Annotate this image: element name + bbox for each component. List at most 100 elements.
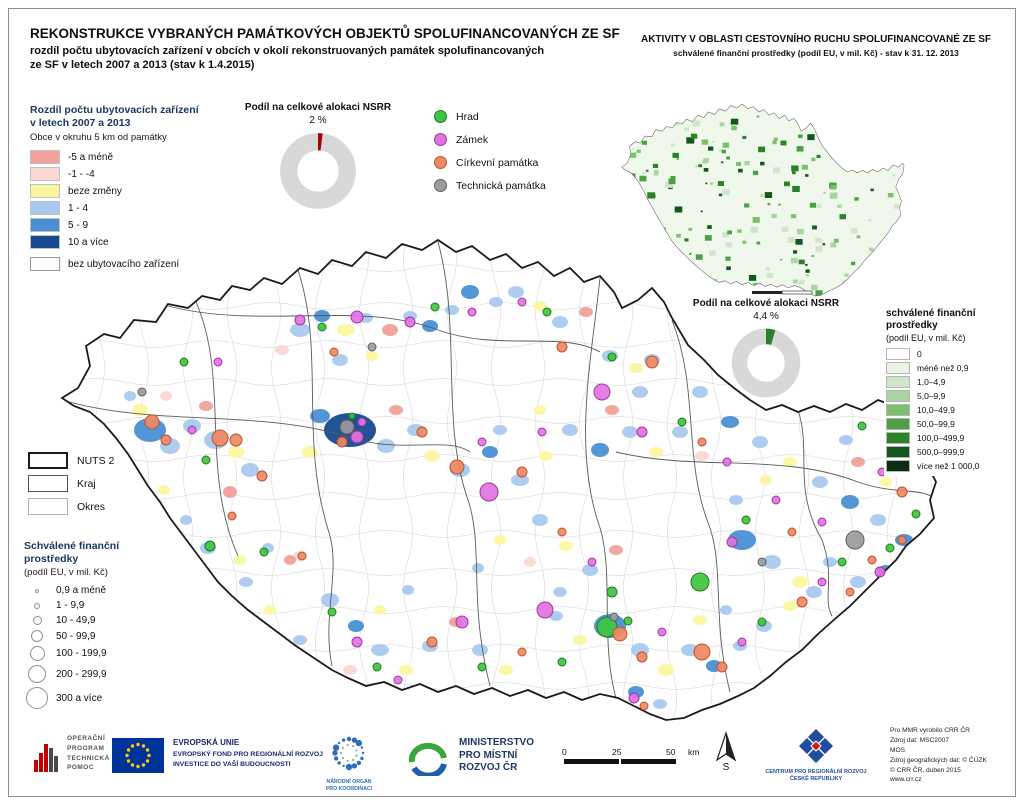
inset-cell xyxy=(672,152,679,158)
municipality-patch xyxy=(472,644,488,656)
legend-subtitle: Obce v okruhu 5 km od památky xyxy=(30,132,167,144)
credit-line: Pro MMR vyrobilo CRR ČR xyxy=(890,727,970,734)
municipality-patch xyxy=(752,436,768,448)
nok-dot xyxy=(337,741,341,745)
monument-points xyxy=(137,297,921,711)
inset-cell xyxy=(621,181,626,187)
inset-cell xyxy=(652,163,659,168)
monument-type-legend: Hrad Zámek Církevní památka Technická památ… xyxy=(434,110,546,202)
legend-item: 0,9 a méně xyxy=(24,585,199,596)
inset-cell xyxy=(844,273,849,277)
legend-item: -5 a méně xyxy=(30,150,235,165)
inset-cell xyxy=(645,169,649,172)
scale-tick-50: 50 xyxy=(666,747,676,757)
legend-item-label: Technická památka xyxy=(456,179,546,192)
donut-chart xyxy=(280,133,356,209)
inset-cell xyxy=(886,137,893,143)
optp-line: PROGRAM xyxy=(67,744,105,752)
municipality-patch xyxy=(582,564,598,576)
inset-cell xyxy=(801,164,808,170)
inset-cell xyxy=(669,281,677,288)
nok-dot xyxy=(351,745,355,748)
page-subtitle-2: ze SF v letech 2007 a 2013 (stav k 1.4.2… xyxy=(30,59,255,72)
inset-scalebar xyxy=(752,290,813,295)
municipality-patch xyxy=(199,401,213,411)
hrad-point xyxy=(348,412,356,420)
legend-item: Zámek xyxy=(434,133,546,146)
legend-title: prostředky xyxy=(24,553,79,566)
inset-cell xyxy=(676,233,681,238)
legend-item: 1 - 4 xyxy=(30,201,235,216)
size-swatch-slot xyxy=(24,588,50,593)
municipality-patch xyxy=(629,363,643,373)
optp-bar xyxy=(49,748,53,772)
hrad-point xyxy=(596,616,618,638)
inset-cell xyxy=(682,282,687,286)
cirkevni-pamatka-point xyxy=(896,486,908,498)
point-swatch xyxy=(434,179,447,192)
municipality-patch xyxy=(233,555,247,565)
municipality-patch xyxy=(124,391,136,401)
zamek-point xyxy=(479,482,499,502)
legend-item-label: NUTS 2 xyxy=(77,454,115,467)
inset-cell xyxy=(908,154,914,159)
hrad-point xyxy=(542,307,552,317)
cirkevni-pamatka-point xyxy=(227,511,237,521)
crr-center-diamond xyxy=(810,740,822,752)
inset-subtitle: schválené finanční prostředky (podíl EU,… xyxy=(673,48,959,58)
mmr-line: ROZVOJ ČR xyxy=(459,762,518,774)
okres-line xyxy=(667,240,677,720)
municipality-patch xyxy=(302,446,318,458)
inset-cell xyxy=(708,146,714,151)
inset-cell xyxy=(895,246,900,251)
inset-cell xyxy=(798,259,805,265)
nok-dot xyxy=(346,736,352,742)
admin-legend-items: NUTS 2 Kraj Okres xyxy=(28,452,114,515)
main-map xyxy=(61,239,945,721)
legend-item: méně než 0,9 xyxy=(886,362,1012,374)
legend-item: 100,0–499,9 xyxy=(886,432,1012,444)
inset-cell xyxy=(760,194,764,197)
inset-cell xyxy=(731,125,737,131)
inset-cell xyxy=(894,204,900,209)
legend-item-label: 100 - 199,9 xyxy=(56,648,107,660)
inset-cell xyxy=(887,247,890,250)
inset-cell xyxy=(698,164,702,168)
monument-legend-items: Hrad Zámek Církevní památka Technická památ… xyxy=(434,110,546,192)
optp-bar xyxy=(44,744,48,772)
inset-cell xyxy=(668,293,672,296)
inset-cell xyxy=(836,112,843,117)
municipality-patch xyxy=(692,386,708,398)
municipality-patch xyxy=(695,451,709,461)
municipality-patch xyxy=(653,699,667,709)
inset-cell xyxy=(780,110,786,115)
size-swatch xyxy=(34,602,40,609)
inset-cell xyxy=(778,203,781,206)
inset-cell xyxy=(674,206,683,213)
zamek-point xyxy=(294,314,306,326)
inset-cell xyxy=(781,226,789,232)
municipality-patch xyxy=(806,586,822,598)
inset-cell xyxy=(651,112,655,115)
inset-cell xyxy=(791,214,797,219)
inset-cell xyxy=(695,112,699,116)
inset-cell xyxy=(856,235,861,239)
inset-cell xyxy=(639,175,647,182)
inset-cell xyxy=(684,267,692,274)
municipality-patch xyxy=(424,450,440,462)
municipality-patch xyxy=(792,576,808,588)
okres-line xyxy=(64,530,938,538)
municipality-patch xyxy=(489,297,503,307)
inset-cell xyxy=(719,122,725,127)
inset-cell xyxy=(879,147,886,153)
scalebar-divider xyxy=(619,759,621,764)
inset-cell xyxy=(792,279,798,284)
inset-cell xyxy=(653,217,659,222)
okres-line xyxy=(64,454,938,462)
cirkevni-pamatka-point xyxy=(329,347,339,357)
legend-item-label: 500,0–999,9 xyxy=(917,447,965,457)
municipality-patch xyxy=(239,577,253,587)
eu-logo-block: EVROPSKÁ UNIE EVROPSKÝ FOND PRO REGIONÁL… xyxy=(112,738,323,773)
credits-block: Pro MMR vyrobilo CRR ČR Zdroj dat: MSC200… xyxy=(890,726,1018,785)
inset-cell xyxy=(711,140,715,143)
